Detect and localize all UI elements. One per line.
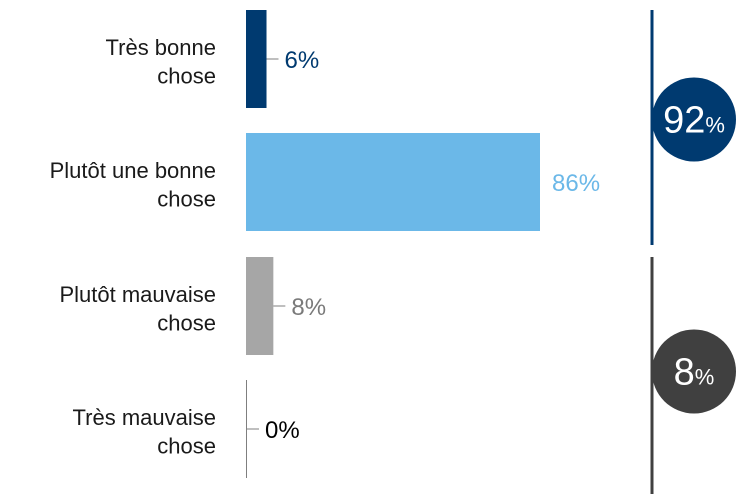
category-label-line: chose: [157, 434, 216, 459]
total-label: 8%: [674, 352, 715, 394]
category-label-line: Très bonne: [106, 35, 216, 60]
total-value: 92: [663, 100, 705, 142]
category-label: Plutôt mauvaise chose: [59, 282, 216, 336]
bar: [246, 133, 540, 231]
category-label-line: Plutôt une bonne: [50, 158, 216, 183]
category-label: Très mauvaise chose: [73, 405, 216, 459]
category-label-line: chose: [157, 311, 216, 336]
total-circle: [652, 329, 736, 414]
category-label-line: Plutôt mauvaise: [59, 282, 216, 307]
category-label-line: chose: [157, 64, 216, 89]
category-label-line: Très mauvaise: [73, 405, 216, 430]
bar: [246, 257, 274, 355]
value-label: 0%: [265, 417, 300, 444]
total-circle: [652, 77, 736, 162]
total-label: 92%: [663, 100, 725, 142]
value-label: 8%: [291, 294, 326, 321]
total-value: 8: [674, 352, 695, 394]
total-unit: %: [695, 365, 715, 390]
value-label: 6%: [285, 47, 320, 74]
category-label: Plutôt une bonne chose: [50, 158, 216, 212]
category-label: Très bonne chose: [106, 35, 216, 89]
value-label: 86%: [552, 170, 600, 197]
total-unit: %: [705, 113, 725, 138]
category-label-line: chose: [157, 187, 216, 212]
bar: [246, 10, 267, 108]
